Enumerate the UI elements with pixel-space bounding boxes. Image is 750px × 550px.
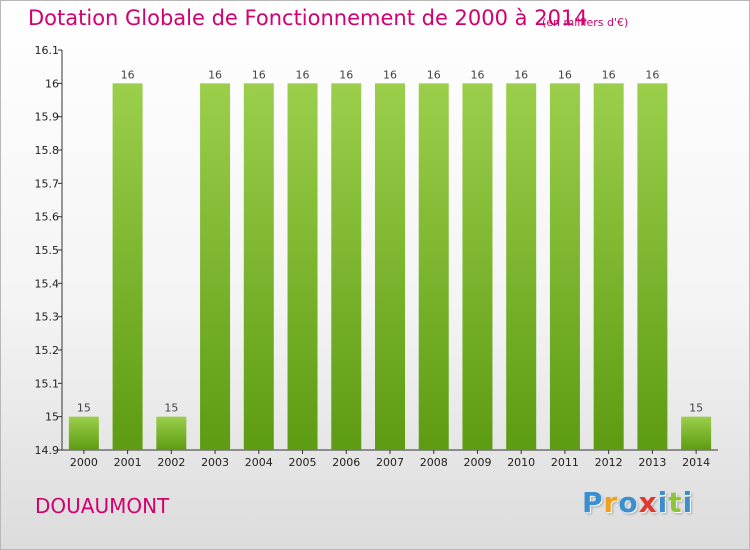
x-tick-label: 2000 bbox=[70, 456, 98, 469]
bar-value-label: 16 bbox=[296, 68, 310, 81]
y-tick-label: 15.7 bbox=[35, 177, 60, 190]
y-tick-label: 15.6 bbox=[35, 211, 60, 224]
y-tick-label: 15.4 bbox=[35, 277, 60, 290]
bar bbox=[287, 83, 318, 450]
x-tick-label: 2013 bbox=[638, 456, 666, 469]
bar bbox=[593, 83, 624, 450]
bar-value-label: 16 bbox=[427, 68, 441, 81]
y-tick-label: 15.3 bbox=[35, 311, 60, 324]
x-tick-label: 2001 bbox=[114, 456, 142, 469]
x-tick-label: 2012 bbox=[595, 456, 623, 469]
y-tick-label: 15.1 bbox=[35, 377, 60, 390]
bar-value-label: 15 bbox=[689, 402, 703, 415]
bar bbox=[200, 83, 231, 450]
y-tick-label: 15.2 bbox=[35, 344, 60, 357]
x-tick-label: 2003 bbox=[201, 456, 229, 469]
y-tick-label: 14.9 bbox=[35, 444, 60, 457]
logo-letter: x bbox=[638, 486, 658, 519]
x-tick-label: 2004 bbox=[245, 456, 273, 469]
bar bbox=[637, 83, 668, 450]
bar bbox=[462, 83, 493, 450]
x-tick-label: 2005 bbox=[289, 456, 317, 469]
y-tick-label: 16 bbox=[45, 77, 59, 90]
y-tick-label: 15 bbox=[45, 411, 59, 424]
logo-letter: t bbox=[668, 486, 683, 519]
bar-value-label: 16 bbox=[208, 68, 222, 81]
bar bbox=[112, 83, 143, 450]
bar bbox=[156, 416, 187, 450]
logo-letter: r bbox=[603, 486, 619, 519]
bar bbox=[549, 83, 580, 450]
bars-group: 15 16 15 16 16 16 16 16 16 16 16 16 16 16 15 bbox=[68, 68, 712, 450]
bar-value-label: 16 bbox=[645, 68, 659, 81]
bar-value-label: 16 bbox=[121, 68, 135, 81]
bar-value-label: 16 bbox=[252, 68, 266, 81]
bar-value-label: 15 bbox=[77, 402, 91, 415]
bar bbox=[243, 83, 274, 450]
bar-value-label: 16 bbox=[558, 68, 572, 81]
x-tick-label: 2014 bbox=[682, 456, 710, 469]
x-tick-label: 2009 bbox=[463, 456, 491, 469]
bar-value-label: 16 bbox=[470, 68, 484, 81]
logo-letter: i bbox=[682, 486, 694, 519]
place-name: DOUAUMONT bbox=[35, 494, 170, 518]
bar-value-label: 16 bbox=[339, 68, 353, 81]
x-tick-label: 2002 bbox=[157, 456, 185, 469]
bar bbox=[375, 83, 405, 450]
bar bbox=[68, 416, 99, 450]
chart-title: Dotation Globale de Fonctionnement de 20… bbox=[28, 6, 588, 30]
x-tick-label: 2011 bbox=[551, 456, 579, 469]
bar bbox=[418, 83, 449, 450]
bar bbox=[506, 83, 537, 450]
y-tick-label: 15.5 bbox=[35, 244, 60, 257]
bar-value-label: 16 bbox=[383, 68, 397, 81]
x-tick-label: 2008 bbox=[420, 456, 448, 469]
y-tick-label: 15.8 bbox=[35, 144, 60, 157]
logo-letter: P bbox=[582, 486, 604, 519]
bar-value-label: 15 bbox=[164, 402, 178, 415]
y-tick-label: 16.1 bbox=[35, 44, 60, 57]
bar-value-label: 16 bbox=[602, 68, 616, 81]
logo-letter: o bbox=[618, 486, 639, 519]
x-tick-label: 2006 bbox=[332, 456, 360, 469]
bar bbox=[331, 83, 362, 450]
proxiti-logo: Proxiti bbox=[582, 486, 693, 519]
y-tick-label: 15.9 bbox=[35, 111, 60, 124]
bar bbox=[681, 416, 712, 450]
chart-subtitle: (en milliers d'€) bbox=[542, 16, 629, 29]
x-tick-label: 2010 bbox=[507, 456, 535, 469]
logo-letter: i bbox=[657, 486, 669, 519]
x-tick-label: 2007 bbox=[376, 456, 404, 469]
bar-value-label: 16 bbox=[514, 68, 528, 81]
